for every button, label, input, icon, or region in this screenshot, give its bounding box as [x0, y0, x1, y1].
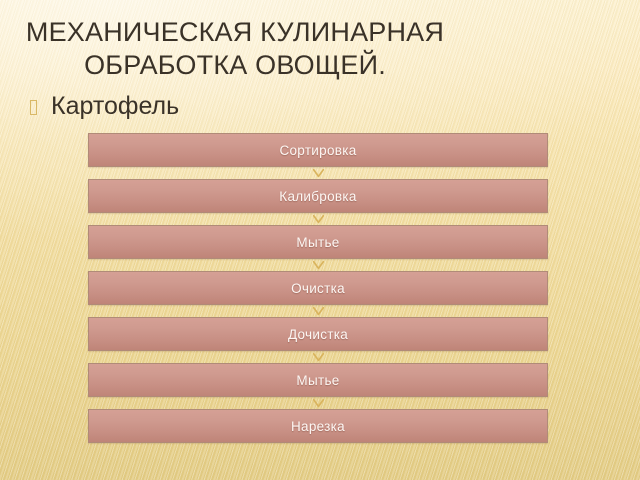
flow-connector	[88, 213, 548, 225]
bullet-item-label: Картофель	[51, 92, 180, 120]
page-title: МЕХАНИЧЕСКАЯ КУЛИНАРНАЯ ОБРАБОТКА ОВОЩЕЙ…	[0, 16, 470, 82]
page-title-line-2: ОБРАБОТКА ОВОЩЕЙ.	[84, 50, 386, 80]
flow-connector	[88, 351, 548, 363]
flow-step-label: Нарезка	[291, 418, 345, 434]
flow-step-label: Калибровка	[279, 188, 357, 204]
flow-step-label: Мытье	[296, 372, 340, 388]
flow-step: Нарезка	[88, 409, 548, 443]
page-title-line-1: МЕХАНИЧЕСКАЯ КУЛИНАРНАЯ	[25, 17, 445, 47]
flow-connector	[88, 167, 548, 179]
flow-step: Дочистка	[88, 317, 548, 351]
flow-step-label: Очистка	[291, 280, 345, 296]
chevron-down-icon	[312, 352, 324, 361]
process-flow-diagram: Сортировка Калибровка Мытье Очистка	[88, 133, 548, 443]
flow-step: Мытье	[88, 225, 548, 259]
flow-step-label: Дочистка	[287, 326, 349, 342]
chevron-down-icon	[312, 306, 324, 315]
flow-connector	[88, 259, 548, 271]
flow-step: Сортировка	[88, 133, 548, 167]
missing-glyph-box-icon	[30, 100, 37, 115]
flow-connector	[88, 397, 548, 409]
flow-step-label: Сортировка	[279, 142, 357, 158]
chevron-down-icon	[312, 398, 324, 407]
flow-connector	[88, 305, 548, 317]
flow-step-label: Мытье	[296, 234, 340, 250]
flow-step: Очистка	[88, 271, 548, 305]
flow-step: Мытье	[88, 363, 548, 397]
chevron-down-icon	[312, 168, 324, 177]
chevron-down-icon	[312, 260, 324, 269]
chevron-down-icon	[312, 214, 324, 223]
bullet-item-potato: Картофель	[30, 92, 179, 120]
flow-step: Калибровка	[88, 179, 548, 213]
